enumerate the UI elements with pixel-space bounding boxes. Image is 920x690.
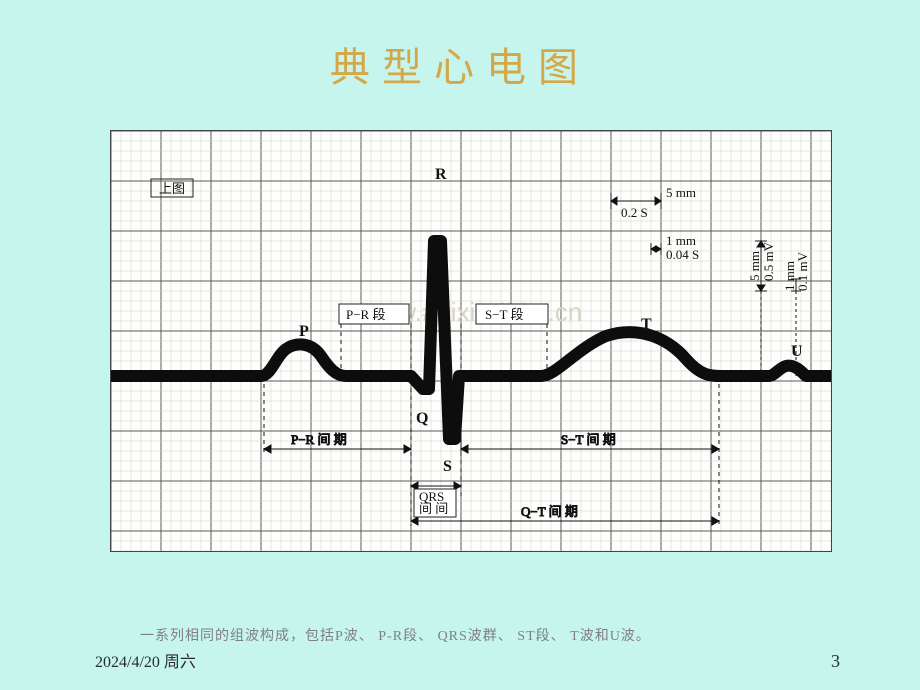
hscale2 (651, 243, 661, 255)
qt-int: Q−T 间 期 (521, 504, 578, 519)
footer-date: 2024/4/20 周六 (95, 648, 196, 672)
stseg-label: S−T 段 (485, 307, 524, 322)
page-title: 典型心电图 (0, 0, 920, 93)
vscale-05mv: 0.5 mV (761, 241, 776, 281)
label-T: T (641, 316, 652, 333)
footer-page: 3 (831, 651, 840, 672)
hscale-02s: 0.2 S (621, 205, 648, 220)
prseg-label: P−R 段 (346, 307, 385, 322)
vscale-5mm: 5 mm (747, 251, 762, 281)
hscale-004s: 0.04 S (666, 247, 699, 262)
st-int: S−T 间 期 (561, 432, 616, 447)
ecg-svg: www.##ixin.##m.cn 上图 P R Q S T U P−R 段 S… (111, 131, 831, 551)
label-R: R (435, 166, 447, 183)
ecg-chart: www.##ixin.##m.cn 上图 P R Q S T U P−R 段 S… (110, 130, 832, 552)
label-S: S (443, 458, 452, 475)
label-Q: Q (416, 410, 428, 427)
hscale-1mm: 1 mm (666, 233, 696, 248)
label-P: P (299, 323, 309, 340)
hscale-5mm: 5 mm (666, 185, 696, 200)
label-U: U (791, 343, 803, 360)
vscale-01mv: 0.1 mV (795, 251, 810, 291)
qrs-l2: 间 间 (419, 501, 448, 516)
pr-int: P−R 间 期 (291, 432, 347, 447)
topleft-label: 上图 (159, 181, 185, 196)
footer-note: 一系列相同的组波构成，包括P波、 P-R段、 QRS波群、 ST段、 T波和U波… (140, 625, 651, 645)
